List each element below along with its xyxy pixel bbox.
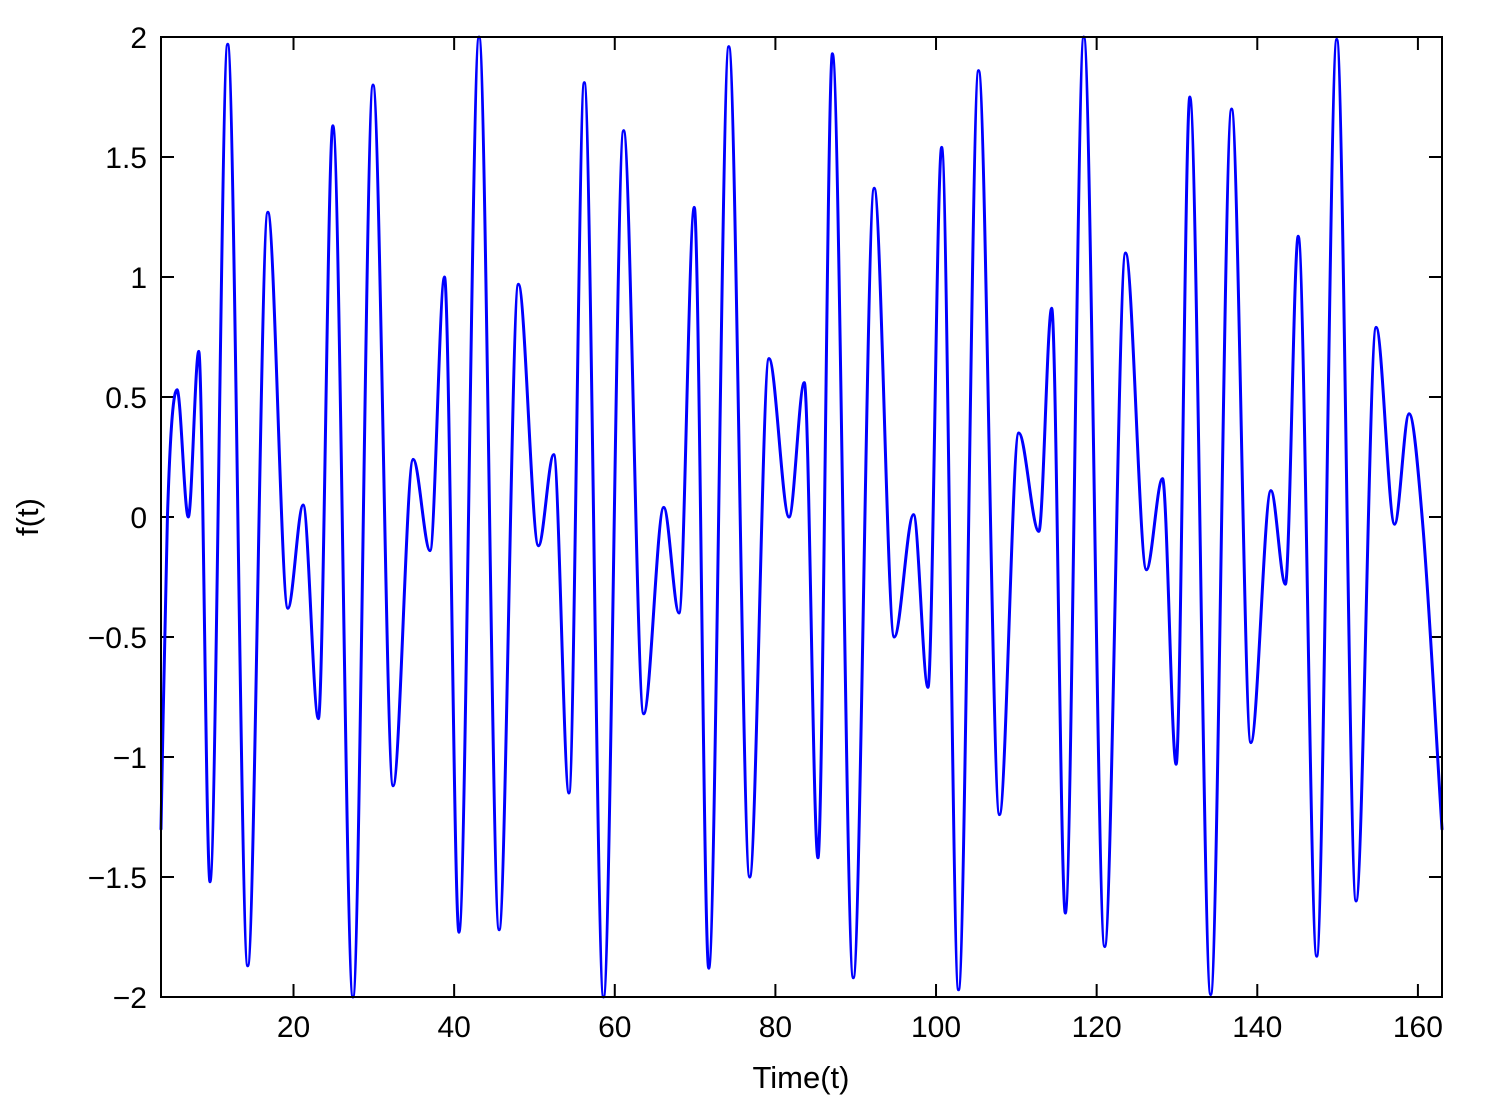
y-axis-label: f(t) — [10, 498, 45, 536]
x-tick-label: 20 — [277, 1011, 310, 1044]
y-tick-label: −2 — [113, 982, 147, 1015]
series-line — [159, 35, 1444, 999]
x-tick-label: 140 — [1232, 1011, 1282, 1044]
x-tick-label: 60 — [598, 1011, 631, 1044]
y-tick-label: −0.5 — [88, 622, 147, 655]
y-tick-label: 0 — [130, 502, 147, 535]
x-tick-label: 80 — [759, 1011, 792, 1044]
y-tick-label: 2 — [130, 22, 147, 55]
plot-area — [161, 37, 1442, 997]
x-tick-label: 100 — [911, 1011, 961, 1044]
y-tick-labels: −2 −1.5 −1 −0.5 0 0.5 1 1.5 2 — [88, 22, 147, 1015]
x-tick-label: 40 — [437, 1011, 470, 1044]
x-axis-label: Time(t) — [753, 1060, 850, 1095]
y-tick-label: 1.5 — [105, 142, 147, 175]
plot-frame — [160, 36, 1443, 998]
x-tick-labels: 20 40 60 80 100 120 140 160 — [277, 1011, 1443, 1044]
y-tick-label: −1.5 — [88, 862, 147, 895]
y-tick-label: −1 — [113, 742, 147, 775]
x-tick-label: 120 — [1072, 1011, 1122, 1044]
y-tick-label: 1 — [130, 262, 147, 295]
y-tick-label: 0.5 — [105, 382, 147, 415]
x-tick-label: 160 — [1393, 1011, 1443, 1044]
